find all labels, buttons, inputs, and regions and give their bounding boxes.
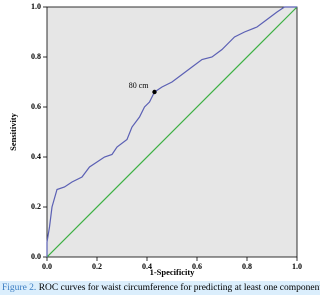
x-tick-label: 1.0 [292, 262, 302, 271]
caption-label: Figure 2. [2, 283, 37, 293]
curve [46, 6, 297, 257]
y-tick-label: 0.2 [31, 202, 41, 211]
x-tick-label: 0.6 [192, 262, 202, 271]
y-tick-label: 0.8 [31, 52, 41, 61]
y-tick-label: 0.6 [31, 102, 41, 111]
x-tick-label: 0.2 [92, 262, 102, 271]
curve [46, 6, 298, 258]
y-tick-label: 0.4 [31, 152, 41, 161]
x-tick-label: 0.8 [242, 262, 252, 271]
x-tick-label: 0.0 [42, 262, 52, 271]
caption: Figure 2. ROC curves for waist circumfer… [0, 281, 320, 295]
y-tick-label: 0.0 [31, 252, 41, 261]
chart: 1-Specificity Sensitivity 0.0 0.2 0.4 0.6 0.… [8, 2, 302, 277]
y-axis-label: Sensitivity [8, 112, 18, 151]
caption-text: ROC curves for waist circumference for p… [38, 283, 320, 293]
annotation-label: 80 cm [129, 81, 150, 90]
x-axis-label: 1-Specificity [150, 267, 196, 277]
y-tick-label: 1.0 [31, 2, 41, 11]
x-tick-label: 0.4 [142, 262, 152, 271]
annotation-point [152, 89, 157, 95]
